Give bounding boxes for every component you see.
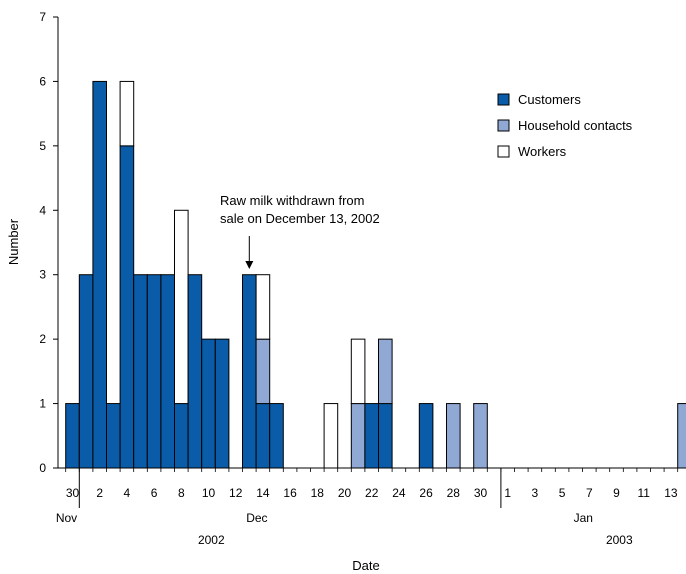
bar-customers-2002-12-22 — [364, 403, 379, 469]
bar-household-contacts-2002-12-21 — [350, 403, 366, 469]
x-tick-label-2002-12-06: 6 — [151, 486, 158, 500]
x-tick-label-2002-12-28: 28 — [447, 486, 461, 500]
bar-customers-2002-12-05 — [133, 274, 148, 469]
bar-customers-2002-12-01 — [78, 274, 94, 469]
x-tick-label-2002-11-30: 30 — [66, 486, 80, 500]
y-tick-label-6: 6 — [39, 74, 46, 88]
x-tick-label-2002-12-04: 4 — [124, 486, 131, 500]
bar-household-contacts-2002-12-14 — [255, 338, 271, 405]
x-tick-label-2002-12-24: 24 — [392, 486, 406, 500]
legend-label-household-contacts: Household contacts — [518, 118, 633, 133]
bar-customers-2002-12-04 — [119, 145, 135, 469]
y-axis-title: Number — [6, 218, 21, 265]
x-tick-label-2002-12-02: 2 — [96, 486, 103, 500]
x-tick-label-2002-12-20: 20 — [338, 486, 352, 500]
bar-customers-2002-12-08 — [174, 403, 189, 469]
y-tick-label-2: 2 — [39, 332, 46, 346]
bar-household-contacts-2002-12-28 — [446, 403, 461, 469]
x-tick-label-2003-01-07: 7 — [586, 486, 593, 500]
legend-label-customers: Customers — [518, 92, 581, 107]
bar-workers-2002-12-19 — [323, 403, 339, 469]
bar-workers-2002-12-08 — [174, 209, 189, 405]
bar-customers-2002-12-07 — [160, 274, 175, 469]
x-tick-label-2003-01-13: 13 — [664, 486, 678, 500]
x-tick-label-2002-12-30: 30 — [474, 486, 488, 500]
y-tick-label-0: 0 — [39, 461, 46, 475]
x-tick-label-2002-12-16: 16 — [283, 486, 297, 500]
bar-household-contacts-2002-12-23 — [378, 338, 393, 405]
legend: Customers Household contacts Workers — [497, 92, 633, 159]
x-tick-label-2002-12-14: 14 — [256, 486, 270, 500]
x-tick-label-2003-01-01: 1 — [504, 486, 511, 500]
annotation: Raw milk withdrawn from sale on December … — [220, 193, 380, 269]
bar-customers-2002-12-06 — [146, 274, 162, 469]
bar-customers-2002-12-09 — [187, 274, 203, 469]
bar-customers-2002-12-02 — [92, 80, 108, 469]
y-tick-label-4: 4 — [39, 203, 46, 217]
bar-workers-2002-12-21 — [350, 338, 366, 405]
annotation-arrow-head — [245, 261, 254, 269]
bars-layer — [65, 80, 686, 469]
month-label-dec: Dec — [246, 511, 267, 525]
x-axis-title: Date — [352, 558, 379, 573]
bar-workers-2002-12-04 — [119, 80, 135, 147]
bar-customers-2002-12-23 — [378, 403, 393, 469]
legend-swatch-customers — [497, 93, 510, 106]
bar-household-contacts-2002-12-30 — [473, 403, 488, 469]
y-tick-label-3: 3 — [39, 268, 46, 282]
legend-swatch-workers — [497, 145, 510, 158]
month-label-jan: Jan — [574, 511, 593, 525]
y-tick-label-5: 5 — [39, 139, 46, 153]
bar-customers-2002-12-15 — [269, 403, 284, 469]
annotation-text-line-2: sale on December 13, 2002 — [220, 211, 380, 226]
bar-customers-2002-12-14 — [255, 403, 271, 469]
axes-layer — [53, 16, 684, 508]
bar-household-contacts-2003-01-14 — [677, 403, 686, 469]
x-tick-label-2003-01-05: 5 — [559, 486, 566, 500]
y-tick-label-7: 7 — [39, 10, 46, 24]
year-label-2002: 2002 — [198, 533, 225, 547]
bar-customers-2002-12-26 — [418, 403, 434, 469]
month-label-nov: Nov — [56, 511, 77, 525]
annotation-text-line-1: Raw milk withdrawn from — [220, 193, 364, 208]
x-tick-label-2002-12-08: 8 — [178, 486, 185, 500]
x-tick-label-2002-12-10: 10 — [202, 486, 216, 500]
x-tick-label-2002-12-12: 12 — [229, 486, 243, 500]
x-tick-label-2003-01-11: 11 — [637, 486, 650, 500]
bar-workers-2002-12-14 — [255, 274, 271, 340]
x-tick-label-2002-12-18: 18 — [311, 486, 325, 500]
x-tick-label-2002-12-26: 26 — [419, 486, 433, 500]
x-tick-label-2003-01-09: 9 — [613, 486, 620, 500]
x-tick-label-2003-01-03: 3 — [532, 486, 539, 500]
bar-customers-2002-12-11 — [214, 338, 230, 469]
bar-customers-2002-11-30 — [65, 403, 80, 469]
y-tick-label-1: 1 — [39, 397, 46, 411]
legend-label-workers: Workers — [518, 144, 567, 159]
x-tick-label-2002-12-22: 22 — [365, 486, 379, 500]
bar-customers-2002-12-13 — [242, 274, 257, 469]
year-label-2003: 2003 — [606, 533, 633, 547]
bar-customers-2002-12-03 — [106, 403, 121, 469]
bar-customers-2002-12-10 — [201, 338, 216, 469]
legend-swatch-household-contacts — [497, 119, 510, 132]
